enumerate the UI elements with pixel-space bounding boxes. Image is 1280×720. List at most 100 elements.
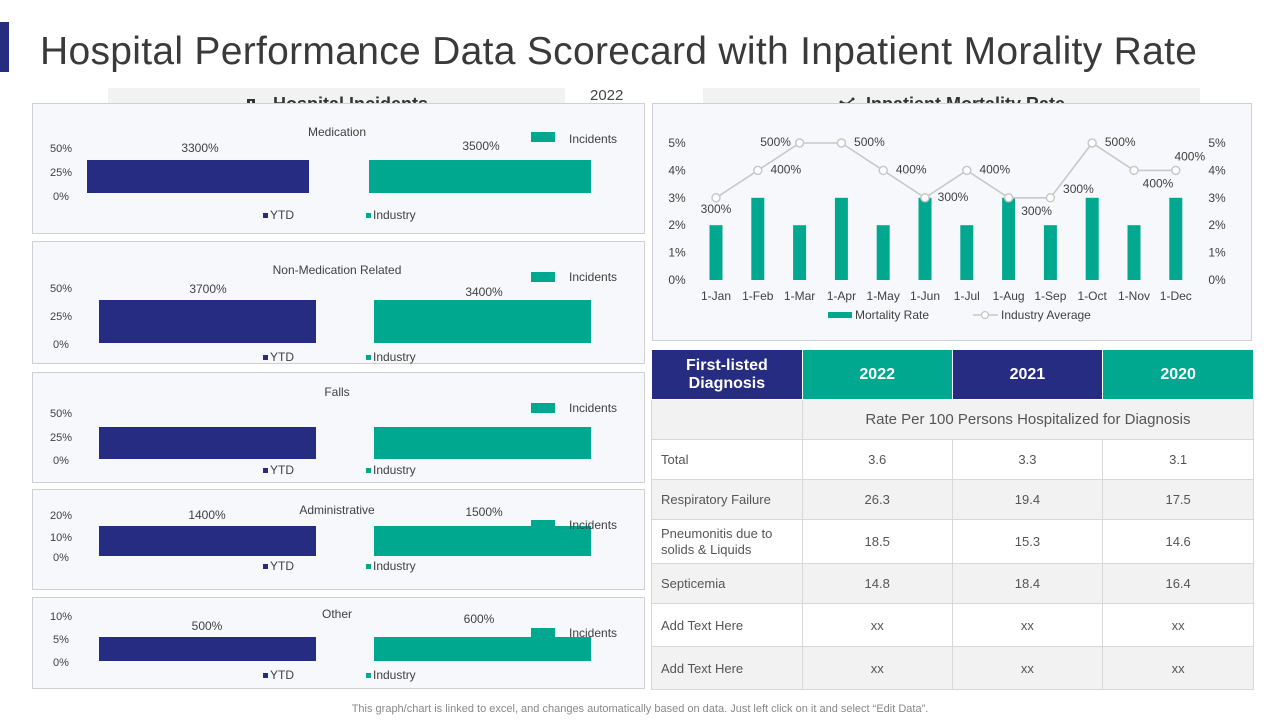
- table-header-2020: 2020: [1102, 349, 1254, 400]
- cell-2020: 14.6: [1102, 519, 1254, 564]
- legend-ytd-swatch: [263, 213, 268, 218]
- y-tick-label: 10%: [50, 532, 72, 544]
- industry-average-label: 500%: [854, 135, 885, 149]
- table-header-2022: 2022: [801, 349, 953, 400]
- industry-average-point: [962, 165, 972, 176]
- medication-chart: Medication 0% 25% 50% 3300% 3500% Incidents YTD…: [50, 125, 617, 222]
- table-subheader-blank: [651, 399, 803, 440]
- industry-average-point: [711, 193, 721, 203]
- legend-incidents-swatch: [531, 272, 555, 282]
- mortality-bar: [1085, 197, 1099, 280]
- cell-2022: xx: [801, 603, 953, 647]
- row-label: Add Text Here: [651, 603, 803, 647]
- y-tick-label-left: 3%: [668, 191, 686, 205]
- legend-ytd-label: YTD: [270, 559, 294, 573]
- mortality-bar: [1169, 197, 1183, 280]
- industry-average-point: [753, 165, 763, 176]
- chart-title: Administrative: [299, 503, 375, 517]
- non-medication-chart: Non-Medication Related 0% 25% 50% 3700% 3400%…: [50, 263, 617, 364]
- bar-ytd: [99, 526, 316, 556]
- legend-industry-marker: [980, 310, 990, 320]
- industry-average-label: 300%: [938, 190, 969, 204]
- y-tick-label-right: 4%: [1208, 163, 1226, 177]
- incident-panel-administrative: Administrative 0% 10% 20% 1400% 1500% Incident…: [32, 489, 645, 590]
- legend-mortality-swatch: [828, 312, 852, 318]
- legend-incidents-swatch: [531, 132, 555, 142]
- legend-industry-swatch: [366, 468, 371, 473]
- mortality-bar: [960, 225, 974, 280]
- industry-average-point: [1003, 193, 1014, 203]
- x-tick-label: 1-Jan: [701, 289, 731, 303]
- table-header-diagnosis: First-listed Diagnosis: [651, 349, 803, 400]
- mortality-bar: [918, 197, 932, 280]
- industry-average-point: [1045, 193, 1056, 203]
- row-label: Septicemia: [651, 563, 803, 604]
- legend-industry-label: Industry: [373, 208, 416, 222]
- title-accent-bar: [0, 22, 9, 72]
- legend-incidents-label: Incidents: [569, 518, 617, 532]
- table-row: Respiratory Failure 26.3 19.4 17.5: [651, 479, 1254, 520]
- industry-average-point: [836, 138, 847, 148]
- administrative-chart: Administrative 0% 10% 20% 1400% 1500% Incident…: [50, 503, 617, 573]
- y-tick-label-right: 5%: [1208, 136, 1226, 150]
- x-tick-label: 1-May: [867, 289, 900, 303]
- legend-industry-swatch: [366, 673, 371, 678]
- legend-incidents-label: Incidents: [569, 626, 617, 640]
- x-tick-label: 1-Oct: [1078, 289, 1108, 303]
- cell-2022: xx: [801, 646, 953, 690]
- legend-ytd-swatch: [263, 355, 268, 360]
- y-tick-label-left: 2%: [668, 218, 686, 232]
- cell-2021: xx: [951, 646, 1104, 690]
- bar-industry: [374, 427, 591, 459]
- bar-industry: [374, 637, 591, 661]
- data-label-ytd: 1400%: [188, 508, 226, 522]
- legend-incidents-swatch: [531, 403, 555, 413]
- year-label: 2022: [590, 87, 624, 104]
- bar-industry: [374, 300, 591, 343]
- bar-industry: [369, 160, 591, 193]
- industry-average-point: [1087, 138, 1097, 148]
- page-title: Hospital Performance Data Scorecard with…: [40, 30, 1198, 73]
- legend-incidents-swatch: [531, 520, 555, 530]
- industry-average-label: 400%: [979, 162, 1010, 176]
- legend-ytd-label: YTD: [270, 350, 294, 364]
- cell-2022: 3.6: [801, 439, 953, 480]
- industry-average-point: [920, 193, 930, 203]
- legend-industry-label: Industry: [373, 668, 416, 682]
- legend-ytd-label: YTD: [270, 208, 294, 222]
- legend-industry-swatch: [366, 355, 371, 360]
- x-tick-label: 1-Dec: [1160, 289, 1192, 303]
- cell-2021: xx: [951, 603, 1104, 647]
- incident-panel-medication: Medication 0% 25% 50% 3300% 3500% Incidents YTD…: [32, 103, 645, 234]
- mortality-bar: [709, 225, 723, 280]
- cell-2020: 17.5: [1102, 479, 1254, 520]
- bar-ytd: [99, 637, 316, 661]
- bar-industry: [374, 526, 591, 556]
- cell-2022: 26.3: [801, 479, 953, 520]
- table-row: Septicemia 14.8 18.4 16.4: [651, 563, 1254, 604]
- cell-2020: 3.1: [1102, 439, 1254, 480]
- legend-mortality-label: Mortality Rate: [855, 308, 929, 322]
- y-tick-label: 25%: [50, 311, 72, 323]
- table-header-2021: 2021: [951, 349, 1104, 400]
- data-label-industry: 3400%: [465, 285, 503, 299]
- legend-ytd-swatch: [263, 468, 268, 473]
- cell-2020: xx: [1102, 603, 1254, 647]
- x-tick-label: 1-Jun: [910, 289, 940, 303]
- industry-average-point: [794, 138, 805, 148]
- y-tick-label: 0%: [53, 339, 69, 351]
- mortality-bar: [834, 197, 848, 280]
- y-tick-label: 20%: [50, 510, 72, 522]
- industry-average-label: 400%: [1143, 176, 1174, 190]
- incident-panel-other: Other 0% 5% 10% 500% 600% Incidents YTD Industry: [32, 597, 645, 689]
- industry-average-point: [1171, 165, 1181, 176]
- x-tick-label: 1-Aug: [993, 289, 1025, 303]
- industry-average-point: [878, 165, 888, 176]
- x-tick-label: 1-Nov: [1118, 289, 1150, 303]
- cell-2021: 19.4: [951, 479, 1104, 520]
- legend-incidents-label: Incidents: [569, 401, 617, 415]
- legend-industry-swatch: [366, 564, 371, 569]
- x-tick-label: 1-Feb: [742, 289, 774, 303]
- legend-incidents-swatch: [531, 628, 555, 638]
- x-tick-label: 1-Sep: [1034, 289, 1066, 303]
